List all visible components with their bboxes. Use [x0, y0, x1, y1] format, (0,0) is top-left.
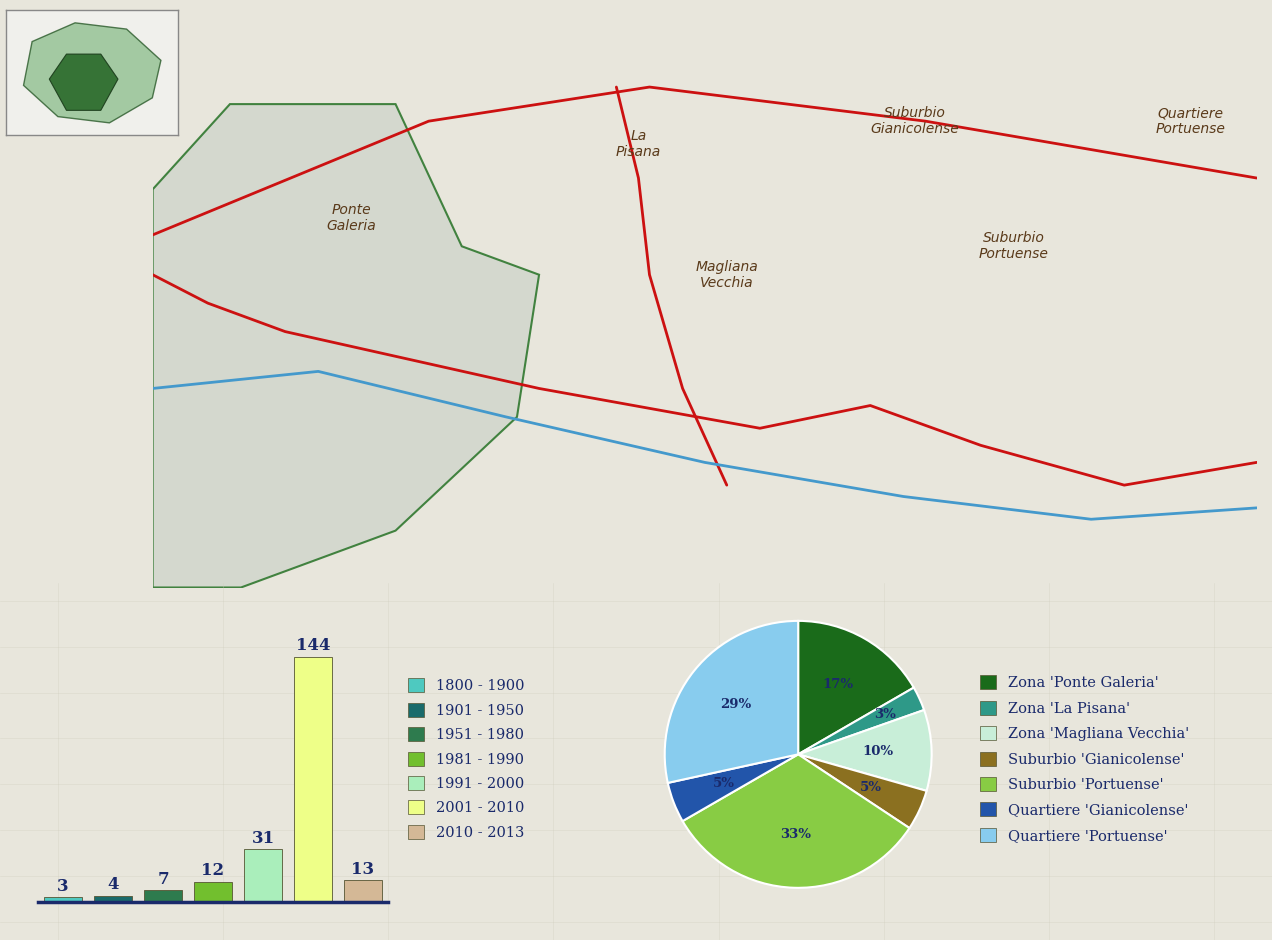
Wedge shape	[683, 754, 909, 887]
Wedge shape	[799, 754, 926, 828]
Text: 29%: 29%	[720, 697, 752, 711]
Text: 10%: 10%	[862, 745, 894, 759]
Text: Quartiere
Portuense: Quartiere Portuense	[1155, 106, 1225, 136]
Wedge shape	[798, 620, 913, 754]
Bar	[144, 890, 182, 902]
Wedge shape	[668, 754, 799, 822]
Bar	[345, 880, 382, 902]
Text: Ponte
Galeria: Ponte Galeria	[327, 203, 377, 233]
Bar	[94, 896, 132, 902]
Text: 7: 7	[158, 870, 169, 888]
Bar	[45, 898, 81, 902]
Wedge shape	[799, 688, 923, 754]
Legend: 1800 - 1900, 1901 - 1950, 1951 - 1980, 1981 - 1990, 1991 - 2000, 2001 - 2010, 20: 1800 - 1900, 1901 - 1950, 1951 - 1980, 1…	[408, 679, 524, 839]
Text: 5%: 5%	[712, 776, 734, 790]
Text: 5%: 5%	[860, 781, 881, 794]
Text: 144: 144	[296, 637, 331, 654]
Polygon shape	[24, 23, 162, 123]
Polygon shape	[153, 104, 539, 588]
Text: Magliana
Vecchia: Magliana Vecchia	[696, 259, 758, 290]
Text: 13: 13	[351, 861, 374, 878]
Polygon shape	[50, 55, 118, 110]
Text: 17%: 17%	[823, 679, 854, 692]
Text: 31: 31	[252, 830, 275, 847]
Text: 3%: 3%	[875, 708, 897, 721]
Text: La
Pisana: La Pisana	[616, 129, 661, 159]
Wedge shape	[799, 710, 931, 791]
Text: 33%: 33%	[780, 828, 812, 841]
Wedge shape	[665, 620, 799, 783]
Legend: Zona 'Ponte Galeria', Zona 'La Pisana', Zona 'Magliana Vecchia', Suburbio 'Giani: Zona 'Ponte Galeria', Zona 'La Pisana', …	[981, 675, 1189, 843]
Text: 4: 4	[107, 876, 118, 893]
Text: Suburbio
Portuense: Suburbio Portuense	[979, 231, 1049, 261]
Text: 3: 3	[57, 878, 69, 895]
Bar	[195, 882, 232, 902]
Bar	[244, 850, 282, 902]
Text: 12: 12	[201, 862, 225, 879]
Text: Suburbio
Gianicolense: Suburbio Gianicolense	[870, 106, 959, 136]
Bar	[294, 657, 332, 902]
